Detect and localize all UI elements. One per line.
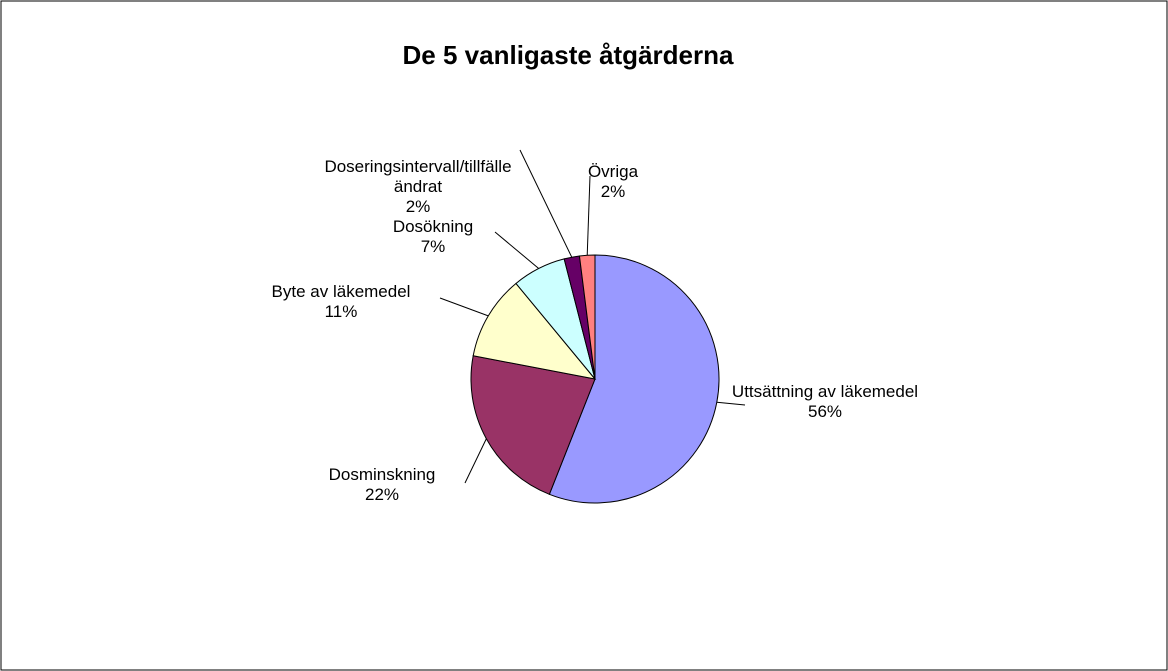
leader-line <box>586 175 591 256</box>
leader-line <box>716 401 746 406</box>
chart-title: De 5 vanligaste åtgärderna <box>403 40 734 70</box>
value-label: 2% <box>601 182 626 201</box>
category-label: Uttsättning av läkemedel <box>732 382 918 401</box>
value-label: 2% <box>406 197 431 216</box>
category-label: Byte av läkemedel <box>272 282 411 301</box>
category-label: Doseringsintervall/tillfälle ändrat <box>324 157 511 196</box>
value-label: 56% <box>808 402 842 421</box>
leader-line <box>439 297 489 317</box>
leader-line <box>464 438 487 484</box>
value-label: 11% <box>325 302 358 321</box>
pie-slice <box>470 355 596 495</box>
leader-line <box>494 231 540 269</box>
pie-slice <box>578 254 596 380</box>
value-label: 7% <box>421 237 446 256</box>
category-label: Dosminskning <box>329 465 436 484</box>
category-label: Övriga <box>588 162 639 181</box>
value-label: 22% <box>365 485 399 504</box>
category-label: Dosökning <box>393 217 473 236</box>
leader-line <box>519 149 573 258</box>
